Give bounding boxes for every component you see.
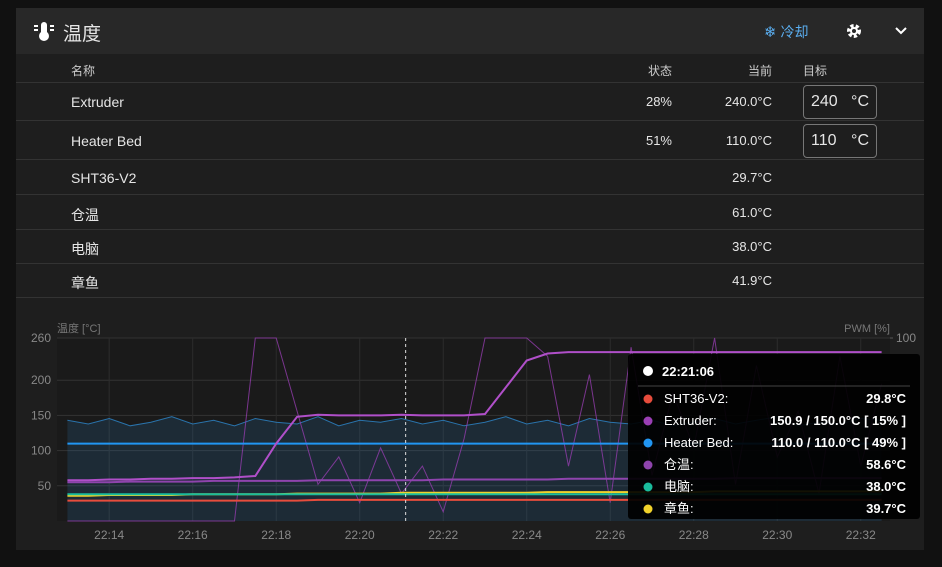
settings-button[interactable] bbox=[846, 23, 862, 39]
sensor-row: Heater Bed 51% 110.0°C 110 °C bbox=[16, 121, 924, 160]
sensor-current: 29.7°C bbox=[732, 169, 772, 185]
cooldown-label: 冷却 bbox=[780, 24, 809, 40]
y-tick-label: 50 bbox=[38, 479, 52, 493]
tooltip-value: 38.0°C bbox=[866, 479, 907, 494]
cooldown-button[interactable]: ❄ 冷却 bbox=[764, 24, 809, 41]
sensor-current: 110.0°C bbox=[725, 132, 772, 148]
target-input[interactable]: 110 °C bbox=[803, 124, 877, 158]
column-header: 目标 bbox=[803, 64, 828, 78]
tooltip-value: 110.0 / 110.0°C [ 49% ] bbox=[771, 435, 906, 450]
sensor-current: 41.9°C bbox=[732, 273, 772, 288]
sensor-name: 电脑 bbox=[71, 241, 99, 257]
x-tick-label: 22:24 bbox=[512, 528, 542, 542]
tooltip-dot bbox=[643, 460, 653, 470]
panel-title: 温度 bbox=[63, 24, 102, 45]
y-axis-label: 温度 [°C] bbox=[57, 321, 101, 335]
y-tick-label: 100 bbox=[31, 444, 51, 458]
x-tick-label: 22:18 bbox=[261, 528, 291, 542]
clock-icon bbox=[643, 366, 653, 376]
tooltip-time: 22:21:06 bbox=[662, 364, 714, 379]
sensor-row: 仓温 61.0°C bbox=[16, 195, 924, 230]
sensor-current: 61.0°C bbox=[732, 204, 772, 220]
y2-axis-label: PWM [%] bbox=[844, 323, 890, 335]
target-input[interactable]: 240 °C bbox=[803, 85, 877, 119]
sensor-power: 28% bbox=[645, 93, 672, 109]
tooltip-dot bbox=[643, 416, 653, 426]
x-tick-label: 22:16 bbox=[178, 528, 208, 542]
x-tick-label: 22:22 bbox=[428, 528, 458, 542]
tooltip-name: 仓温: bbox=[664, 457, 694, 472]
collapse-button[interactable] bbox=[894, 24, 908, 38]
y2-tick-label: 100 bbox=[896, 331, 916, 345]
target-unit: °C bbox=[851, 132, 869, 149]
y-tick-label: 260 bbox=[31, 331, 51, 345]
temperature-panel: 温度 ❄ 冷却 名称 状态 当前 目标 Extruder 28% 240.0°C 240 °C H… bbox=[16, 8, 924, 550]
target-value: 110 bbox=[811, 132, 837, 149]
tooltip-value: 58.6°C bbox=[866, 457, 907, 472]
sensor-row: 章鱼 41.9°C bbox=[16, 264, 924, 298]
sensor-power: 51% bbox=[645, 132, 672, 148]
target-unit: °C bbox=[851, 93, 869, 110]
column-header: 名称 bbox=[71, 64, 96, 78]
y-tick-label: 150 bbox=[31, 408, 51, 422]
sensor-name: SHT36-V2 bbox=[71, 169, 137, 186]
sensor-row: SHT36-V2 29.7°C bbox=[16, 160, 924, 195]
tooltip-dot bbox=[643, 504, 653, 514]
x-tick-label: 22:20 bbox=[345, 528, 375, 542]
x-tick-label: 22:26 bbox=[595, 528, 625, 542]
x-tick-label: 22:28 bbox=[679, 528, 709, 542]
column-header: 状态 bbox=[647, 64, 672, 78]
tooltip-dot bbox=[643, 438, 653, 448]
tooltip-value: 29.8°C bbox=[866, 391, 907, 406]
tooltip-dot bbox=[643, 482, 653, 492]
line bbox=[67, 351, 882, 482]
sensor-current: 240.0°C bbox=[724, 93, 772, 109]
tooltip-value: 150.9 / 150.0°C [ 15% ] bbox=[770, 413, 906, 428]
tooltip-value: 39.7°C bbox=[866, 501, 907, 516]
sensor-name: Heater Bed bbox=[71, 132, 142, 149]
sensor-row: 电脑 38.0°C bbox=[16, 230, 924, 264]
sensor-current: 38.0°C bbox=[732, 239, 772, 254]
tooltip-name: Heater Bed: bbox=[664, 435, 733, 450]
x-tick-label: 22:14 bbox=[94, 528, 124, 542]
tooltip-name: Extruder: bbox=[664, 413, 717, 428]
x-tick-label: 22:30 bbox=[762, 528, 792, 542]
tooltip-name: SHT36-V2: bbox=[664, 391, 728, 406]
tooltip-name: 章鱼: bbox=[664, 501, 694, 516]
table-header: 名称 状态 当前 目标 bbox=[16, 54, 924, 83]
tooltip bbox=[628, 354, 920, 519]
tooltip-dot bbox=[643, 394, 653, 404]
tooltip-name: 电脑: bbox=[664, 479, 694, 494]
x-tick-label: 22:32 bbox=[846, 528, 876, 542]
column-header: 当前 bbox=[747, 64, 772, 78]
sensor-name: Extruder bbox=[71, 93, 124, 110]
thermometer-icon bbox=[34, 22, 54, 41]
y-tick-label: 200 bbox=[31, 373, 51, 387]
temperature-chart: 温度 [°C] PWM [%] 50 100 150 200 260 100 22:14 22:1… bbox=[31, 321, 920, 542]
sensor-name: 章鱼 bbox=[71, 275, 99, 291]
sensor-row: Extruder 28% 240.0°C 240 °C bbox=[16, 82, 924, 121]
target-value: 240 bbox=[811, 93, 838, 110]
sensor-name: 仓温 bbox=[71, 206, 99, 223]
panel-header: 温度 ❄ 冷却 bbox=[16, 8, 924, 54]
